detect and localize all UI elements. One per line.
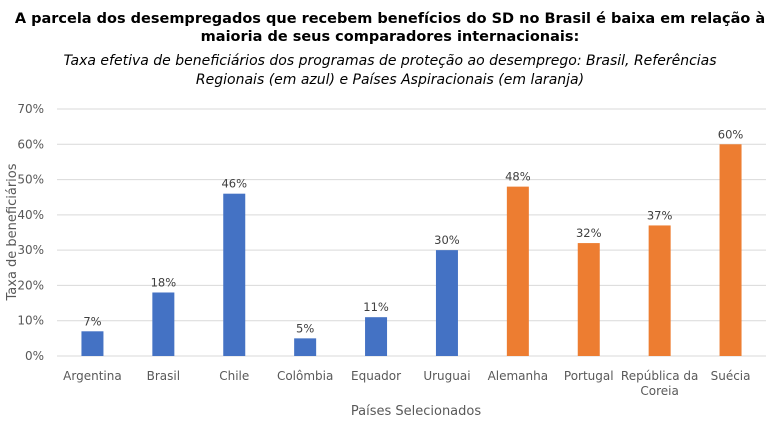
bar [577,243,600,356]
y-tick-label: 70% [17,102,44,116]
y-axis-ticks: 0% 10% 20% 30% 40% 50% 60% 70% [17,102,44,363]
chart-subtitle-line-2: Regionais (em azul) e Países Aspiraciona… [195,72,585,88]
data-label: 32% [576,226,602,240]
gridlines [57,108,766,357]
bars [81,144,742,356]
x-tick-label: Uruguai [423,369,470,383]
bar [719,144,742,356]
x-tick-label: Brasil [147,369,180,383]
x-tick-label: Equador [351,369,401,383]
chart-subtitle-line-1: Taxa efetiva de beneficiários dos progra… [63,53,717,69]
x-tick-label: Suécia [711,369,751,383]
chart-title: A parcela dos desempregados que recebem … [0,10,780,46]
x-tick-label: Colômbia [277,369,333,383]
data-label: 11% [363,300,389,314]
y-tick-label: 40% [17,208,44,222]
data-label: 30% [434,233,460,247]
x-tick-label: Chile [219,369,249,383]
data-label: 5% [296,321,314,335]
chart-subtitle: Taxa efetiva de beneficiários dos progra… [0,52,780,90]
y-tick-label: 0% [25,349,44,363]
chart-title-line-2: maioria de seus comparadores internacion… [200,29,580,45]
data-label: 46% [221,177,247,191]
data-label: 60% [718,127,744,141]
x-tick-label: Portugal [564,369,614,383]
x-tick-label: República da [621,369,698,383]
bar [506,186,529,356]
y-tick-label: 60% [17,137,44,151]
bar [294,338,317,356]
y-tick-label: 30% [17,243,44,257]
data-label: 18% [151,275,177,289]
data-label: 37% [647,208,673,222]
y-tick-label: 20% [17,278,44,292]
bar [648,225,671,356]
data-labels: 7% 18% 46% 5% 11% 30% 48% 32% 37% 60% [83,127,743,335]
bar [435,250,458,356]
bar [152,292,175,356]
data-label: 48% [505,170,531,184]
data-label: 7% [83,314,101,328]
bar [223,193,246,356]
y-tick-label: 10% [17,314,44,328]
x-axis-title: Países Selecionados [351,404,481,419]
x-tick-label: Argentina [63,369,122,383]
chart-title-line-1: A parcela dos desempregados que recebem … [14,11,766,27]
y-axis-title: Taxa de beneficiários [5,163,20,301]
x-axis-ticks: Argentina Brasil Chile Colômbia Equador Urugu… [63,369,750,398]
x-tick-label: Coreia [640,384,678,398]
bar [365,317,388,356]
y-tick-label: 50% [17,173,44,187]
bar [81,331,104,356]
x-tick-label: Alemanha [488,369,549,383]
